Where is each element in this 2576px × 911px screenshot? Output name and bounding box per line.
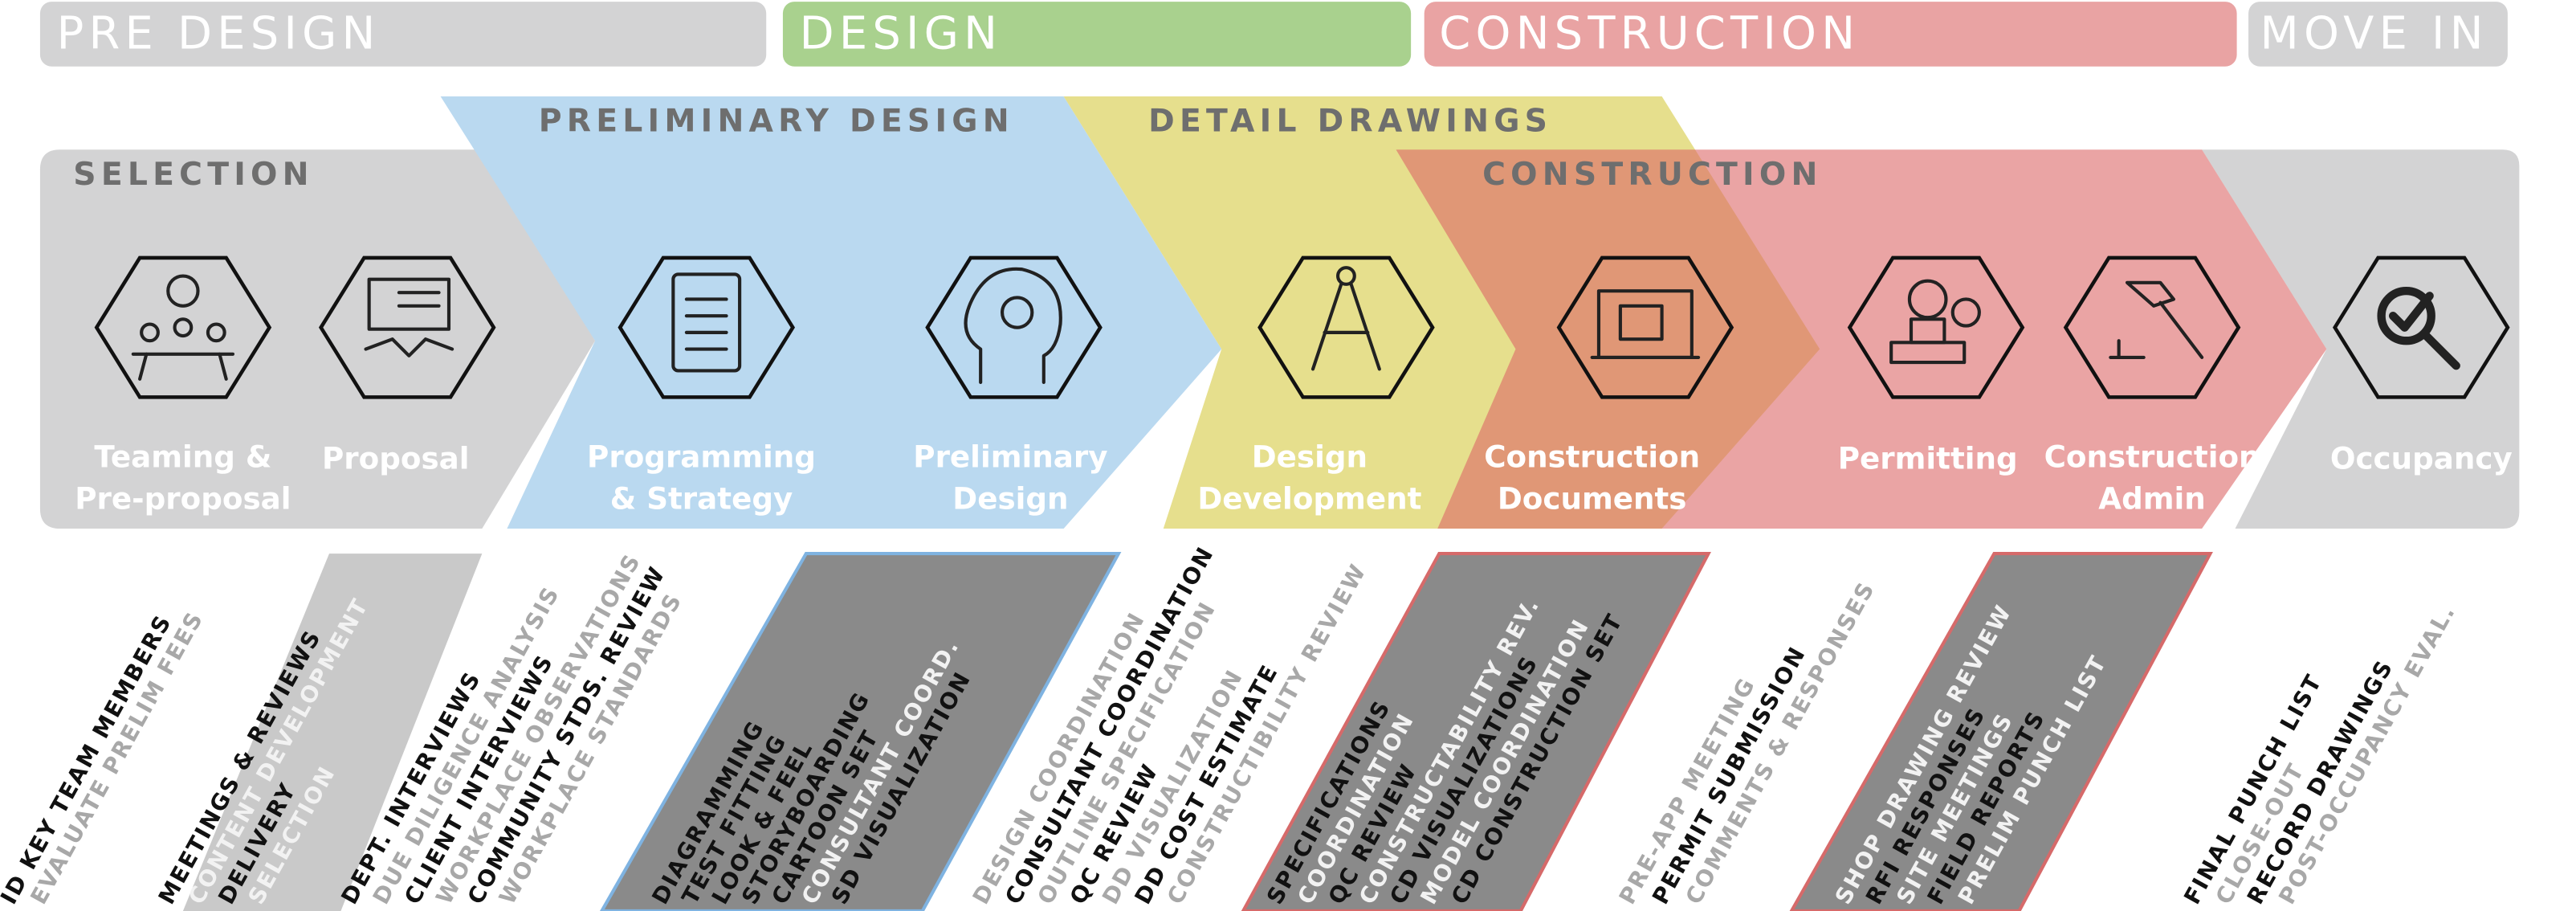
step-label: Programming: [587, 439, 816, 475]
phase-bar: [39, 2, 767, 67]
phase-label: DESIGN: [800, 8, 1003, 60]
hexagon: [1257, 255, 1435, 399]
task-box: [1241, 552, 1711, 911]
icon: [364, 277, 454, 357]
icon: [964, 267, 1062, 385]
step-label: Pre-proposal: [75, 480, 291, 516]
phase-bar: [782, 2, 1412, 67]
hexagon: [2063, 255, 2241, 399]
phase-label: PRE DESIGN: [57, 8, 381, 60]
hexagon: [318, 255, 496, 399]
step-label: Design: [952, 480, 1068, 516]
step-label: Construction: [1484, 439, 1700, 475]
task-box: [182, 554, 483, 911]
chevron: [2202, 149, 2520, 529]
task-box: [1789, 552, 2213, 911]
step-label: Preliminary: [913, 439, 1107, 475]
step-label: Design: [1252, 439, 1367, 475]
step-label: Construction: [2044, 439, 2260, 475]
icon: [131, 274, 235, 381]
task-item: PERMIT SUBMISSION: [1647, 642, 1811, 909]
phase-bar: [2248, 2, 2508, 67]
hexagon: [2333, 255, 2510, 399]
chevron: [1396, 149, 2327, 529]
icon: [1590, 289, 1701, 359]
step-label: Admin: [2098, 480, 2206, 516]
step-label: Documents: [1498, 480, 1687, 516]
band-label: PRELIMINARY DESIGN: [539, 104, 1014, 140]
chevron: [39, 149, 596, 529]
step-label: Permitting: [1838, 441, 2018, 476]
icon: [2109, 280, 2204, 359]
step-label: Development: [1197, 480, 1421, 516]
icon: [671, 272, 742, 373]
step-label: Teaming &: [94, 439, 271, 475]
band-label: SELECTION: [73, 157, 313, 193]
chevron: [440, 96, 1222, 529]
phase-label: MOVE IN: [2260, 8, 2488, 60]
phase-bar: [1424, 2, 2237, 67]
task-item: POST-OCCUPANCY EVAL.: [2273, 599, 2460, 909]
icon: [1310, 266, 1381, 371]
icons: [94, 255, 2510, 399]
hexagon: [1556, 255, 1734, 399]
icon: [1889, 279, 1981, 365]
hexagon: [94, 255, 272, 399]
phase-label: CONSTRUCTION: [1439, 8, 1860, 60]
hexagon: [925, 255, 1103, 399]
task-item: ID KEY TEAM MEMBERS: [0, 610, 177, 909]
band-label: CONSTRUCTION: [1482, 157, 1822, 193]
icon: [2377, 286, 2460, 370]
step-label: Proposal: [322, 441, 470, 476]
step-label: Occupancy: [2330, 441, 2513, 476]
hexagon: [1847, 255, 2025, 399]
task-box: [599, 552, 1122, 911]
hexagon: [618, 255, 796, 399]
band-label: DETAIL DRAWINGS: [1148, 104, 1552, 140]
step-label: & Strategy: [610, 480, 793, 516]
